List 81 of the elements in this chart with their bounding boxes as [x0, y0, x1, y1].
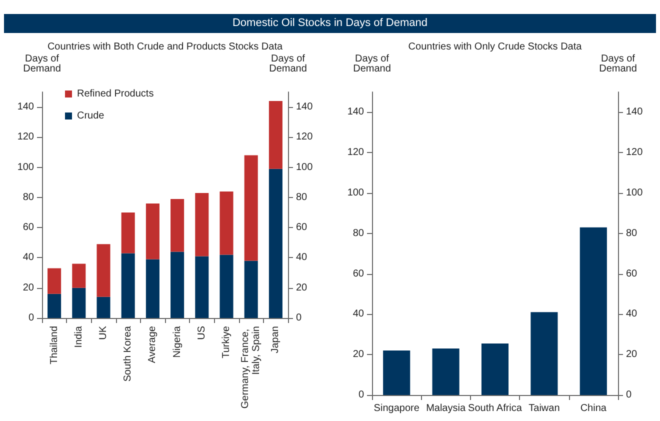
y-tick-label: 140	[347, 106, 364, 118]
y-axis-title: Days of Demand	[23, 54, 61, 74]
y-tick-label: 0	[358, 390, 364, 400]
y-tick-label: 80	[22, 192, 34, 203]
y2-tick-label: 40	[626, 308, 638, 320]
y-axis-title: Days of Demand	[353, 54, 391, 74]
y-tick-label: 100	[17, 162, 34, 173]
legend-label: Refined Products	[77, 88, 154, 100]
x-tick-label: South Korea	[122, 326, 134, 382]
y-tick-label: 120	[17, 132, 34, 143]
x-tick-label: Malaysia	[426, 403, 466, 414]
y2-tick-label: 20	[626, 349, 638, 360]
x-tick-label: Japan	[270, 326, 282, 354]
bar	[72, 264, 86, 288]
bar	[244, 260, 258, 318]
y2-tick-label: 60	[626, 268, 638, 280]
y-tick-label: 60	[22, 222, 34, 234]
bar	[146, 203, 160, 260]
bar	[195, 256, 209, 318]
x-tick-label: Singapore	[374, 403, 420, 414]
x-tick-label: US	[196, 326, 208, 340]
bar	[530, 312, 558, 395]
bar	[268, 101, 282, 169]
x-tick-label: Thailand	[48, 326, 60, 364]
x-tick-label: South Africa	[468, 403, 522, 414]
y2-tick-label: 0	[626, 390, 632, 400]
x-tick-label: Germany, France, Italy, Spain	[240, 326, 262, 409]
y2-tick-label: 20	[296, 282, 308, 294]
bar	[146, 259, 160, 318]
y-tick-label: 40	[22, 252, 34, 264]
y2-tick-label: 80	[296, 192, 308, 203]
x-tick-label: UK	[98, 326, 109, 340]
y2-tick-label: 140	[296, 102, 314, 113]
y-tick-label: 20	[22, 282, 34, 294]
bar	[96, 296, 110, 318]
x-tick-label: India	[73, 326, 84, 348]
y2-tick-label: 0	[296, 312, 302, 324]
bar	[220, 254, 234, 318]
y2-tick-label: 120	[626, 147, 644, 158]
y-tick-label: 140	[17, 102, 34, 113]
y-tick-label: 80	[352, 228, 364, 239]
y2-tick-label: 60	[296, 222, 308, 234]
y2-tick-label: 100	[296, 162, 314, 173]
x-tick-label: Average	[147, 326, 158, 364]
x-tick-label: Nigeria	[172, 326, 183, 358]
chart-title: Countries with Only Crude Stocks Data	[408, 42, 582, 52]
bar	[432, 348, 460, 395]
bar	[195, 192, 209, 256]
x-tick-label: Turkiye	[221, 326, 232, 358]
y2-tick-label: 80	[626, 228, 638, 239]
y2-axis-title: Days of Demand	[599, 54, 637, 74]
y-tick-label: 40	[352, 308, 364, 320]
y-tick-label: 0	[28, 312, 34, 324]
y-tick-label: 60	[352, 268, 364, 280]
y-tick-label: 100	[347, 188, 364, 198]
bar	[48, 268, 62, 294]
bar	[170, 198, 184, 252]
bar	[244, 155, 258, 261]
y2-tick-label: 100	[626, 188, 644, 198]
y2-tick-label: 120	[296, 132, 314, 143]
bar	[268, 168, 282, 318]
x-tick-label: Taiwan	[528, 403, 560, 414]
bar	[121, 212, 135, 254]
legend-label: Crude	[77, 110, 105, 122]
y-tick-label: 20	[352, 349, 364, 360]
bar	[220, 191, 234, 255]
chart-title: Countries with Both Crude and Products Stocks Data	[47, 42, 283, 52]
bar	[96, 244, 110, 297]
bar	[170, 252, 184, 318]
y2-tick-label: 40	[296, 252, 308, 264]
bar	[72, 288, 86, 318]
y2-tick-label: 140	[626, 106, 644, 118]
bar	[48, 294, 62, 318]
y2-axis-title: Days of Demand	[269, 54, 307, 74]
bar	[121, 253, 135, 318]
x-tick-label: China	[580, 403, 607, 414]
bar	[481, 343, 509, 395]
bar	[580, 227, 607, 395]
text: Domestic Oil Stocks in Days of Demand	[4, 14, 656, 33]
y-tick-label: 120	[347, 147, 364, 158]
bar	[383, 350, 410, 395]
